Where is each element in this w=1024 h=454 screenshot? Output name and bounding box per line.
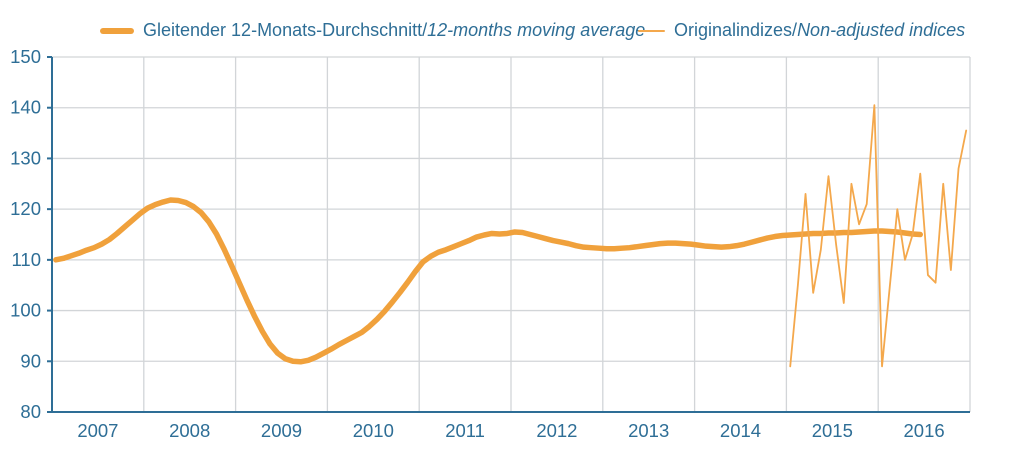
chart-legend: Gleitender 12-Monats-Durchschnitt/12-mon… [0,0,1024,46]
legend-label-moving-average-de: Gleitender 12-Monats-Durchschnitt/ [143,20,428,40]
data-series [53,104,968,368]
y-tick-label: 90 [20,350,41,371]
moving-average-swatch-icon [100,27,134,34]
x-year-label: 2007 [77,420,118,441]
x-year-label: 2011 [445,420,485,441]
legend-label-original-indices-en: Non-adjusted indices [797,20,966,40]
legend-label-moving-average-en: 12-months moving average [427,20,646,40]
y-tick-label: 100 [10,300,41,321]
y-axis-labels: 150 140 130 120 110 100 90 80 [10,46,41,422]
y-tick-label: 140 [10,97,41,118]
y-tick-label: 80 [20,401,41,422]
x-axis-labels: 2007 2008 2009 2010 2011 2012 2013 2014 2015 2016 [77,420,944,441]
x-year-label: 2013 [628,420,669,441]
x-year-label: 2014 [720,420,761,441]
legend-item-original-indices: Originalindizes/Non-adjusted indices [638,20,965,41]
grid-lines [52,56,971,412]
y-tick-label: 150 [10,46,41,67]
x-year-label: 2008 [169,420,210,441]
y-tick-label: 120 [10,198,41,219]
legend-item-moving-average: Gleitender 12-Monats-Durchschnitt/12-mon… [100,20,645,41]
legend-label-original-indices: Originalindizes/Non-adjusted indices [674,20,965,41]
x-year-label: 2015 [812,420,853,441]
x-year-label: 2009 [261,420,302,441]
y-tick-label: 130 [10,147,41,168]
legend-label-original-indices-de: Originalindizes/ [674,20,798,40]
x-year-label: 2010 [353,420,394,441]
series-line-moving-average [53,197,924,365]
y-tick-label: 110 [12,249,42,270]
original-indices-swatch-icon [638,29,665,32]
x-year-label: 2016 [904,420,945,441]
axes [47,56,970,413]
x-year-label: 2012 [536,420,577,441]
legend-label-moving-average: Gleitender 12-Monats-Durchschnitt/12-mon… [143,20,645,41]
series-line-original-indices [789,104,968,368]
